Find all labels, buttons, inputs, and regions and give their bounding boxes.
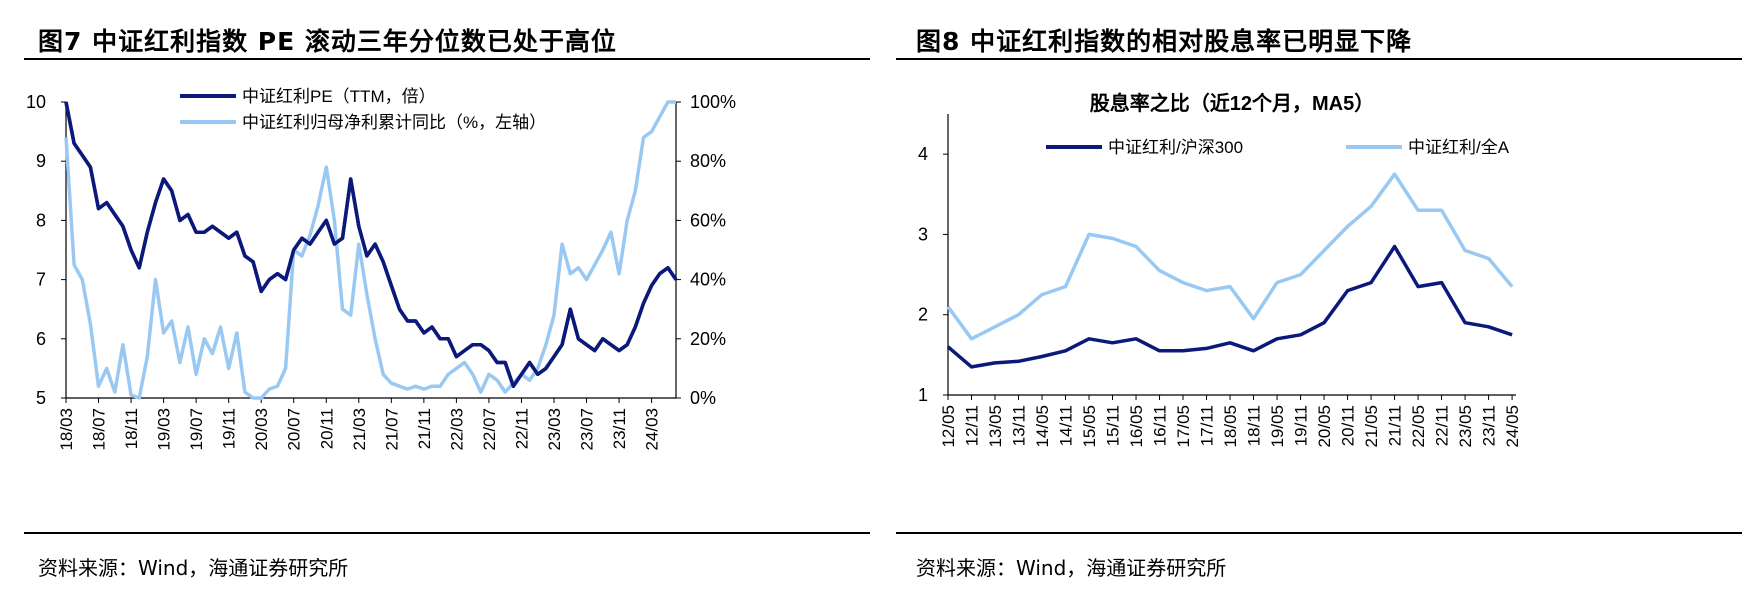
x-tick-label: 15/11 <box>1104 405 1123 446</box>
x-tick-label: 21/07 <box>382 408 401 451</box>
series-line-2 <box>946 172 1514 341</box>
x-tick-label: 18/11 <box>122 408 141 449</box>
series-line-2 <box>64 100 676 400</box>
x-tick-label: 13/05 <box>986 405 1005 448</box>
x-tick-label: 18/07 <box>90 408 109 451</box>
x-tick-label: 23/11 <box>1480 405 1499 446</box>
x-tick-label: 18/11 <box>1245 405 1264 446</box>
legend-label-1: 中证红利/沪深300 <box>1108 138 1243 157</box>
x-tick-label: 14/11 <box>1057 405 1076 446</box>
x-tick-label: 21/03 <box>350 408 369 451</box>
x-tick-label: 23/05 <box>1456 405 1475 448</box>
x-tick-label: 21/11 <box>415 408 434 449</box>
y-tick-label: 1 <box>918 385 928 405</box>
x-tick-label: 18/05 <box>1221 405 1240 448</box>
x-tick-label: 19/07 <box>187 408 206 451</box>
y-tick-label: 3 <box>918 224 928 244</box>
left-tick-label: 9 <box>36 151 46 171</box>
x-tick-label: 12/11 <box>963 405 982 446</box>
x-tick-label: 20/11 <box>317 408 336 449</box>
x-tick-label: 12/05 <box>939 405 958 448</box>
figure-8: 图8 中证红利指数的相对股息率已明显下降 股息率之比（近12个月，MA5） 1 2 3… <box>896 0 1752 598</box>
x-tick-label: 22/03 <box>447 408 466 451</box>
figure-7: 图7 中证红利指数 PE 滚动三年分位数已处于高位 5 6 7 8 9 10 0% 20% 40… <box>0 0 870 598</box>
figure-7-bottom-rule <box>24 532 870 534</box>
x-tick-label: 20/05 <box>1315 405 1334 448</box>
dividend-ratio-chart: 股息率之比（近12个月，MA5） 1 2 3 4 12/05 12/11 13/05 13/11… <box>918 91 1522 448</box>
y-tick-label: 2 <box>918 305 928 325</box>
series-line-1-front <box>64 101 678 388</box>
x-tick-label: 23/07 <box>578 408 597 451</box>
right-tick-label: 40% <box>690 270 726 290</box>
x-tick-label: 24/05 <box>1503 405 1522 448</box>
figure-8-title: 图8 中证红利指数的相对股息率已明显下降 <box>916 27 1413 56</box>
x-tick-label: 18/03 <box>57 408 76 451</box>
x-tick-label: 17/11 <box>1198 405 1217 446</box>
right-tick-label: 100% <box>690 92 736 112</box>
legend-label-1: 中证红利PE（TTM，倍） <box>242 87 436 106</box>
x-tick-label: 22/11 <box>1433 405 1452 446</box>
figure-7-top-rule <box>24 58 870 60</box>
figure-7-source: 资料来源：Wind，海通证券研究所 <box>38 556 349 580</box>
x-tick-label: 17/05 <box>1174 405 1193 448</box>
legend-label-2: 中证红利/全A <box>1408 138 1510 157</box>
left-tick-label: 7 <box>36 270 46 290</box>
right-tick-label: 20% <box>690 329 726 349</box>
figure-8-source: 资料来源：Wind，海通证券研究所 <box>916 556 1227 580</box>
x-tick-label: 22/05 <box>1409 405 1428 448</box>
x-tick-label: 19/11 <box>220 408 239 449</box>
x-tick-label: 16/05 <box>1127 405 1146 448</box>
left-tick-label: 6 <box>36 329 46 349</box>
figure-7-title: 图7 中证红利指数 PE 滚动三年分位数已处于高位 <box>38 27 617 56</box>
x-tick-label: 21/05 <box>1362 405 1381 448</box>
x-tick-label: 22/11 <box>512 408 531 449</box>
figure-8-bottom-rule <box>896 532 1742 534</box>
right-tick-label: 0% <box>690 388 716 408</box>
x-tick-label: 16/11 <box>1151 405 1170 446</box>
x-tick-label: 13/11 <box>1010 405 1029 446</box>
left-tick-label: 5 <box>36 388 46 408</box>
left-tick-label: 8 <box>36 210 46 230</box>
x-tick-label: 21/11 <box>1386 405 1405 446</box>
series-line-1 <box>946 244 1513 369</box>
figure-8-top-rule <box>896 58 1742 60</box>
x-tick-label: 20/03 <box>252 408 271 451</box>
x-tick-label: 23/03 <box>545 408 564 451</box>
x-tick-label: 19/03 <box>155 408 174 451</box>
x-tick-label: 19/11 <box>1292 405 1311 446</box>
x-tick-label: 23/11 <box>610 408 629 449</box>
x-tick-label: 14/05 <box>1033 405 1052 448</box>
x-tick-label: 24/03 <box>643 408 662 451</box>
x-tick-label: 15/05 <box>1080 405 1099 448</box>
left-tick-label: 10 <box>26 92 46 112</box>
chart-title: 股息率之比（近12个月，MA5） <box>1090 91 1374 115</box>
x-tick-label: 20/11 <box>1339 405 1358 446</box>
x-tick-label: 20/07 <box>285 408 304 451</box>
right-tick-label: 60% <box>690 210 726 230</box>
legend-label-2: 中证红利归母净利累计同比（%，左轴） <box>242 113 546 132</box>
right-tick-label: 80% <box>690 151 726 171</box>
x-tick-label: 19/05 <box>1268 405 1287 448</box>
y-tick-label: 4 <box>918 144 928 164</box>
x-tick-label: 22/07 <box>480 408 499 451</box>
